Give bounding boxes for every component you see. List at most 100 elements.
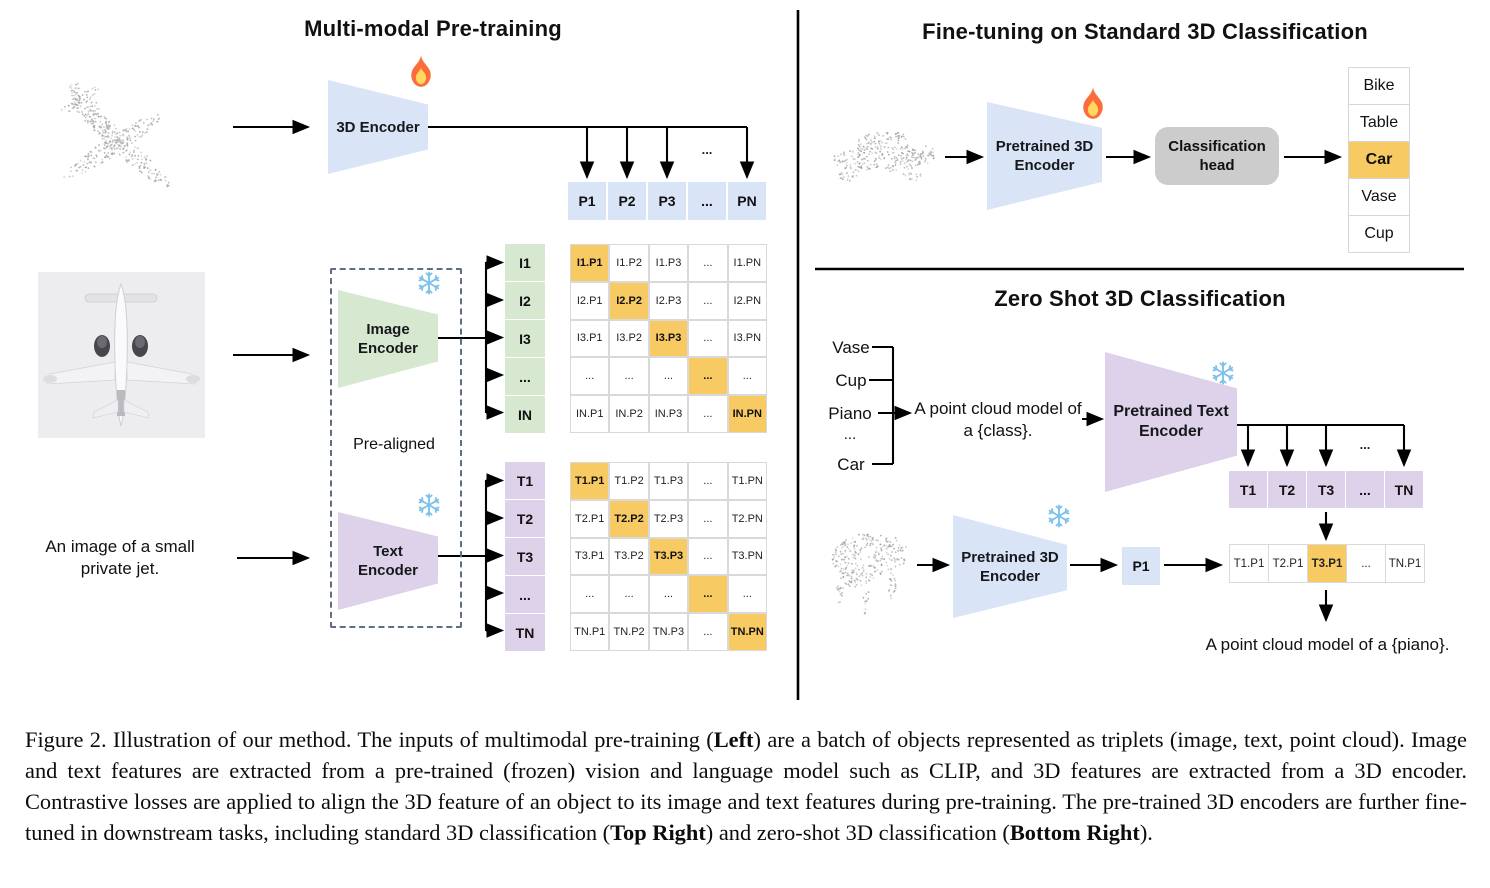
matrix-cell: IN.P3	[648, 395, 689, 433]
matrix-cell: I3.PN	[727, 319, 767, 358]
image-row-label: I1	[505, 244, 545, 281]
t-cell: T2	[1268, 471, 1306, 508]
t-cell: TN	[1385, 471, 1423, 508]
text-row-label: T2	[505, 500, 545, 537]
matrix-cell: IN.PN	[727, 395, 767, 433]
image-feature-labels: I1 I2 I3... IN	[505, 244, 545, 433]
matrix-cell: ...	[688, 244, 728, 282]
zs-class-vase: Vase	[832, 338, 870, 357]
matrix-cell: ...	[727, 575, 767, 614]
flame-icon	[406, 54, 436, 88]
matrix-cell: I1.PN	[727, 244, 767, 282]
zs-result-prompt: A point cloud model of a {piano}.	[1205, 635, 1450, 654]
class-cell: Car	[1348, 141, 1410, 179]
similarity-cell: T3.P1	[1307, 544, 1347, 583]
jet-image	[38, 272, 205, 438]
pre-aligned-box	[330, 268, 462, 628]
similarity-cell: TN.P1	[1385, 544, 1425, 583]
matrix-cell: T1.P1	[570, 462, 610, 500]
matrix-cell: TN.P3	[648, 613, 689, 651]
matrix-cell: ...	[688, 537, 728, 576]
zs-class-piano: Piano	[828, 404, 872, 423]
classification-head-label: Classification head	[1168, 138, 1266, 174]
image-row-label: I2	[505, 282, 545, 319]
jet-illustration	[38, 272, 205, 438]
p-feature-row: P1 P2 P3... PN	[568, 182, 766, 220]
car-point-cloud	[824, 112, 940, 192]
t-cell: T3	[1307, 471, 1345, 508]
connector-lines	[233, 10, 1464, 700]
matrix-cell: ...	[688, 462, 728, 500]
snowflake-icon	[1046, 503, 1072, 529]
p-cell: ...	[688, 182, 726, 220]
t-cell: ...	[1346, 471, 1384, 508]
matrix-cell: ...	[688, 575, 728, 614]
matrix-cell: T1.P2	[609, 462, 649, 500]
matrix-cell: ...	[688, 281, 728, 320]
piano-point-cloud	[826, 524, 910, 620]
class-cell: Vase	[1348, 178, 1410, 216]
zs-prompt-text: A point cloud model of a {class}.	[914, 399, 1082, 440]
matrix-cell: TN.P1	[570, 613, 610, 651]
matrix-cell: ...	[727, 357, 767, 396]
matrix-cell: I1.P2	[609, 244, 649, 282]
zs-pretrained-3d-encoder-label: Pretrained 3D Encoder	[961, 548, 1059, 585]
matrix-cell: ...	[688, 319, 728, 358]
matrix-cell: ...	[570, 357, 610, 396]
flame-icon	[1078, 86, 1108, 120]
matrix-cell: ...	[609, 357, 649, 396]
3d-encoder-label: 3D Encoder	[336, 118, 420, 136]
image-row-label: ...	[505, 358, 545, 395]
matrix-cell: T2.P1	[570, 499, 610, 538]
snowflake-icon	[416, 270, 442, 296]
matrix-cell: IN.P2	[609, 395, 649, 433]
matrix-cell: ...	[648, 575, 689, 614]
figure-caption: Figure 2. Illustration of our method. Th…	[25, 727, 1467, 845]
matrix-cell: ...	[688, 395, 728, 433]
p-cell: PN	[728, 182, 766, 220]
pretrained-3d-encoder-label: Pretrained 3D Encoder	[995, 138, 1094, 174]
similarity-cell: T1.P1	[1229, 544, 1269, 583]
classification-result-list: Bike Table Car Vase Cup	[1348, 67, 1410, 253]
matrix-cell: I2.P1	[570, 281, 610, 320]
snowflake-icon	[416, 492, 442, 518]
p-cell: P3	[648, 182, 686, 220]
matrix-cell: ...	[688, 499, 728, 538]
matrix-cell: I3.P1	[570, 319, 610, 358]
matrix-cell: I3.P3	[648, 319, 689, 358]
t-cell: T1	[1229, 471, 1267, 508]
matrix-cell: IN.P1	[570, 395, 610, 433]
matrix-cell: T3.P2	[609, 537, 649, 576]
matrix-cell: I3.P2	[609, 319, 649, 358]
t-feature-row: T1 T2 T3... TN	[1229, 471, 1423, 508]
matrix-cell: T2.P2	[609, 499, 649, 538]
pretrained-text-encoder-label: Pretrained Text Encoder	[1113, 403, 1229, 440]
left-panel-title: Multi-modal Pre-training	[304, 16, 562, 41]
text-point-similarity-matrix: T1.P1 T1.P2 T1.P3... T1.PN T2.P1 T2.P2 T2.P3..…	[570, 462, 767, 651]
image-row-label: I3	[505, 320, 545, 357]
text-input-caption: An image of a small private jet.	[45, 537, 195, 578]
matrix-cell: ...	[648, 357, 689, 396]
class-cell: Cup	[1348, 215, 1410, 253]
matrix-cell: I1.P3	[648, 244, 689, 282]
zs-class-cup: Cup	[835, 371, 867, 390]
p-cell: P2	[608, 182, 646, 220]
matrix-cell: TN.PN	[727, 613, 767, 651]
classification-head-block: Classification head	[1155, 127, 1279, 185]
matrix-cell: I1.P1	[570, 244, 610, 282]
matrix-cell: ...	[609, 575, 649, 614]
text-row-label: TN	[505, 614, 545, 651]
similarity-cell: T2.P1	[1268, 544, 1308, 583]
matrix-cell: I2.PN	[727, 281, 767, 320]
matrix-cell: T1.P3	[648, 462, 689, 500]
matrix-cell: I2.P2	[609, 281, 649, 320]
matrix-cell: T1.PN	[727, 462, 767, 500]
text-row-label: T1	[505, 462, 545, 499]
class-cell: Bike	[1348, 67, 1410, 105]
3d-encoder-block: 3D Encoder	[328, 80, 428, 174]
matrix-cell: ...	[688, 357, 728, 396]
zs-class-ellipsis: ...	[843, 426, 857, 443]
zero-shot-title: Zero Shot 3D Classification	[994, 286, 1286, 311]
matrix-cell: T3.P3	[648, 537, 689, 576]
